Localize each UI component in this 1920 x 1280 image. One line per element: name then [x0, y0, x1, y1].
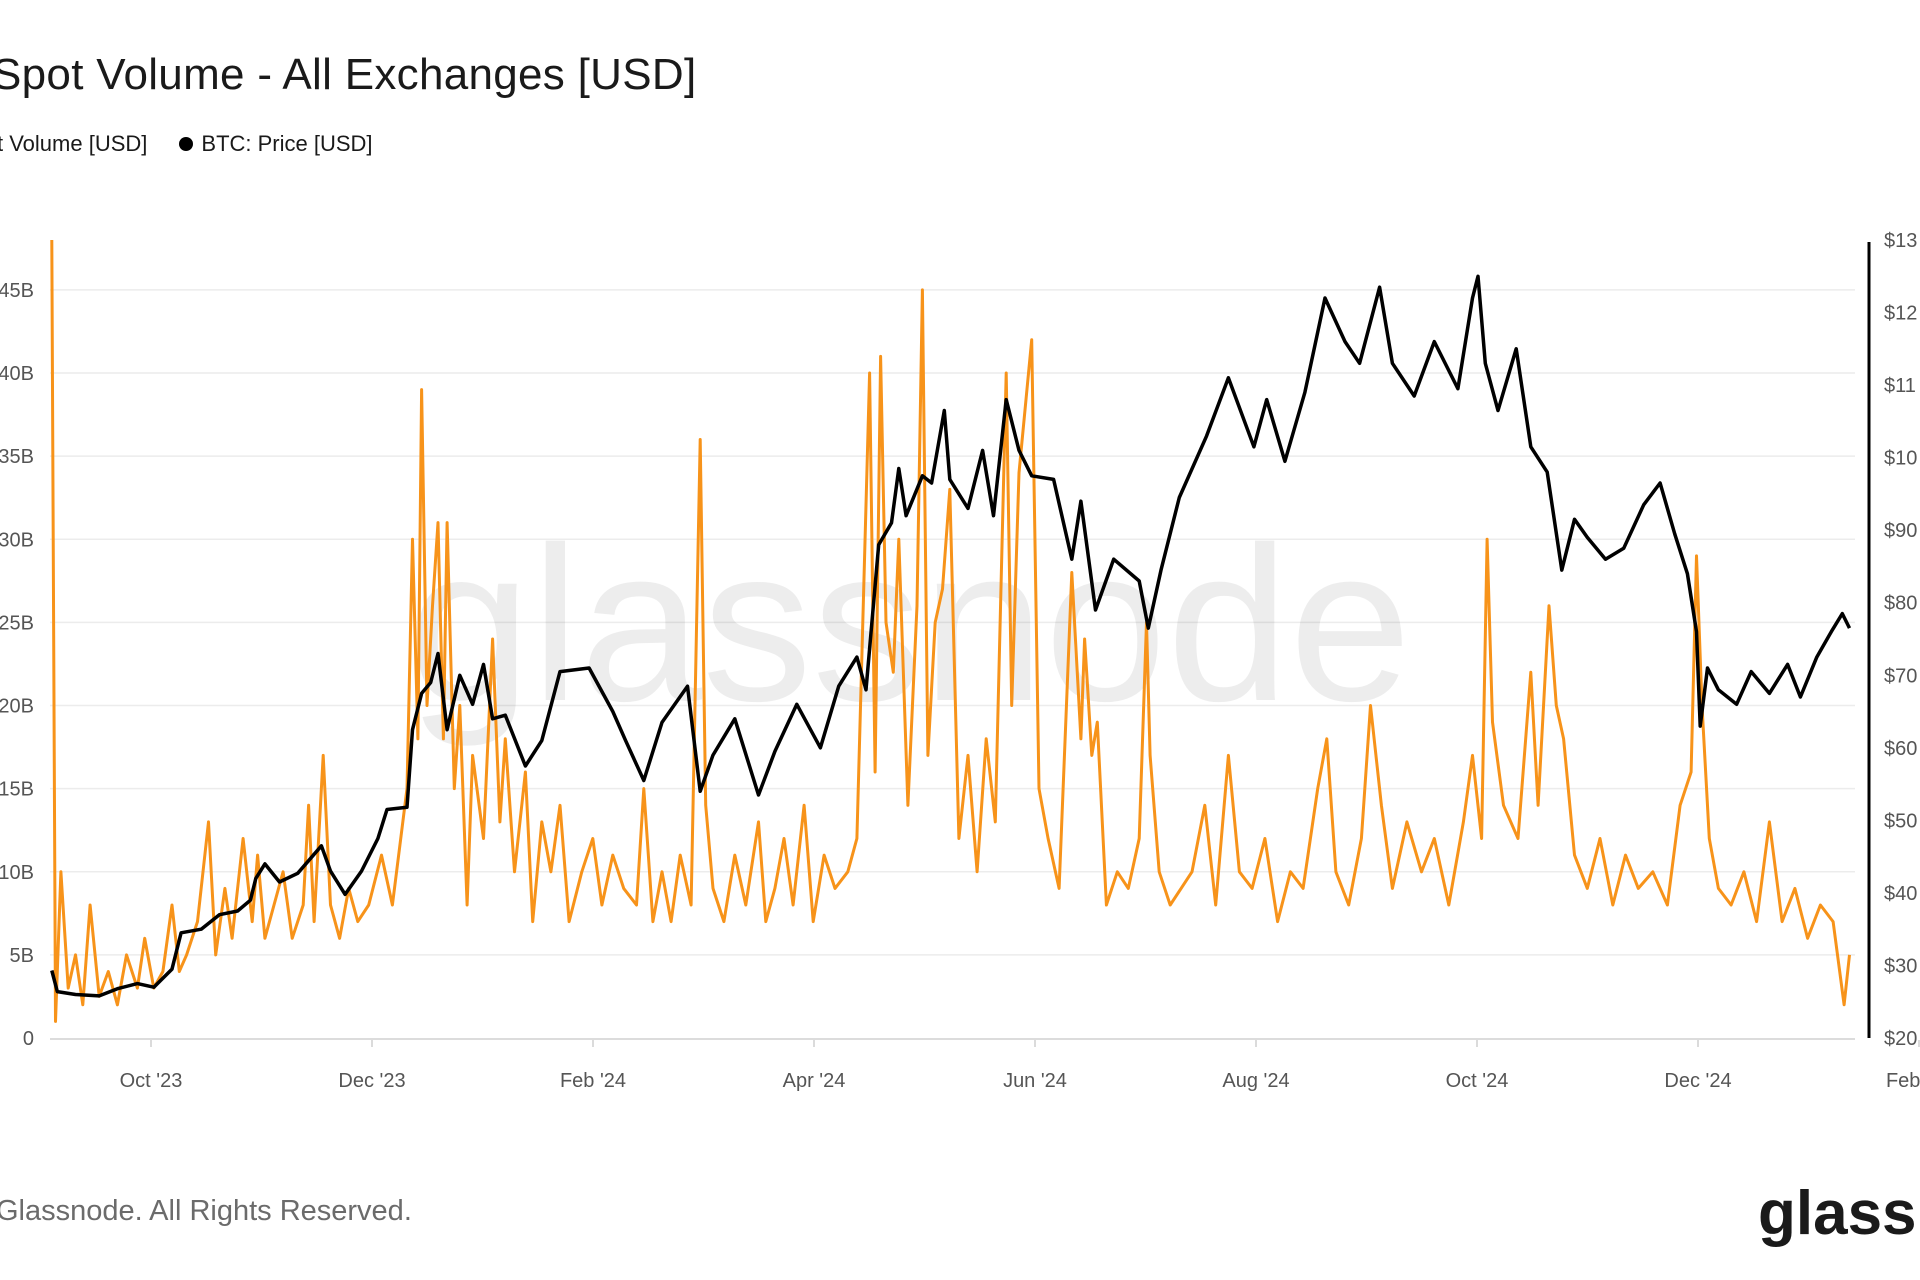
y-left-tick-label: 10B [0, 862, 34, 884]
y-left-tick-label: 30B [0, 529, 34, 551]
copyright-footer: Glassnode. All Rights Reserved. [0, 1195, 412, 1227]
y-right-tick-label: $11 [1884, 375, 1916, 397]
y-right-tick-label: $90 [1884, 520, 1917, 542]
y-right-tick-label: $40 [1884, 883, 1917, 905]
legend-item-volume[interactable]: t Volume [USD] [0, 131, 147, 157]
x-tick-label: Dec '24 [1664, 1070, 1731, 1092]
x-tick-label: Aug '24 [1222, 1070, 1289, 1092]
y-left-tick-label: 25B [0, 612, 34, 634]
legend-label-price: BTC: Price [USD] [201, 131, 373, 156]
y-right-tick-label: $50 [1884, 810, 1917, 832]
y-right-tick-label: $80 [1884, 593, 1917, 615]
x-tick-label: Oct '23 [120, 1070, 183, 1092]
price-line [50, 274, 1852, 998]
y-left-tick-label: 40B [0, 363, 34, 385]
y-axis-right: $20 $30 $40 $50 $60 $70 $80 $90 $10 $11 $12 $13 [1867, 230, 1917, 1050]
x-tick-label: Oct '24 [1446, 1070, 1509, 1092]
x-tick-label: Feb '25 [1886, 1070, 1920, 1092]
y-right-tick-label: $60 [1884, 738, 1917, 760]
y-right-tick-label: $70 [1884, 665, 1917, 687]
x-tick-label: Apr '24 [783, 1070, 846, 1092]
x-tick-label: Feb '24 [560, 1070, 626, 1092]
watermark-text: glassnode [409, 501, 1412, 747]
brand-logo: glassr [1758, 1179, 1920, 1248]
y-axis-left: 0 5B 10B 15B 20B 25B 30B 35B 40B 45B [0, 280, 34, 1050]
y-right-tick-label: $12 [1884, 303, 1917, 325]
x-axis: Oct '23 Dec '23 Feb '24 Apr '24 Jun '24 Aug '… [120, 1040, 1920, 1092]
legend-item-price[interactable]: BTC: Price [USD] [179, 131, 373, 157]
y-left-tick-label: 0 [23, 1028, 34, 1050]
price-series [50, 274, 1852, 998]
y-right-tick-label: $30 [1884, 955, 1917, 977]
y-left-tick-label: 35B [0, 446, 34, 468]
y-left-tick-label: 5B [10, 945, 34, 967]
y-right-tick-label: $20 [1884, 1028, 1917, 1050]
y-left-tick-label: 20B [0, 696, 34, 718]
legend-dot-price-icon [179, 137, 194, 151]
y-right-tick-label: $13 [1884, 230, 1917, 252]
x-tick-label: Jun '24 [1003, 1070, 1067, 1092]
y-left-tick-label: 45B [0, 280, 34, 302]
y-right-tick-label: $10 [1884, 448, 1917, 470]
chart-title: Spot Volume - All Exchanges [USD] [0, 50, 697, 99]
legend-label-volume: t Volume [USD] [0, 131, 148, 156]
x-tick-label: Dec '23 [338, 1070, 405, 1092]
y-left-tick-label: 15B [0, 779, 34, 801]
legend: t Volume [USD] BTC: Price [USD] [0, 131, 373, 157]
grid [50, 289, 1855, 1040]
